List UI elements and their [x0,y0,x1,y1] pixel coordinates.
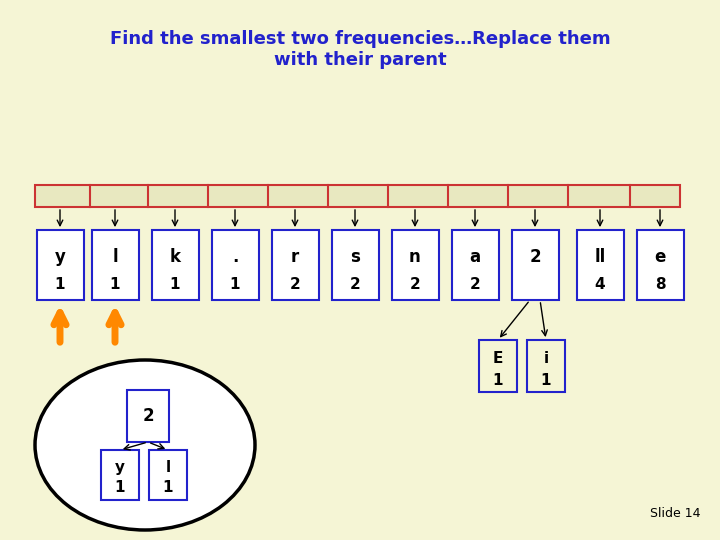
Bar [37,230,84,300]
Text: E: E [492,350,503,366]
Bar [271,230,318,300]
Text: 1: 1 [492,373,503,388]
Bar [527,340,565,392]
Bar [577,230,624,300]
Text: Slide 14: Slide 14 [649,507,700,520]
Text: 2: 2 [529,248,541,266]
Text: 2: 2 [289,277,300,292]
Text: i: i [544,350,549,366]
Text: y: y [115,460,125,475]
Text: 4: 4 [595,277,606,292]
Bar [331,230,379,300]
Bar [151,230,199,300]
Text: e: e [654,248,666,266]
Text: Find the smallest two frequencies…Replace them
with their parent: Find the smallest two frequencies…Replac… [109,30,611,69]
Bar [101,450,139,500]
Text: 1: 1 [541,373,552,388]
Text: n: n [409,248,421,266]
Text: ll: ll [595,248,606,266]
Text: r: r [291,248,299,266]
Text: k: k [169,248,181,266]
Text: y: y [55,248,66,266]
Text: a: a [469,248,480,266]
Bar [392,230,438,300]
Bar [35,185,680,207]
Bar [127,390,169,442]
Bar [212,230,258,300]
Text: s: s [350,248,360,266]
Text: 8: 8 [654,277,665,292]
Text: .: . [232,248,238,266]
Text: 1: 1 [114,480,125,495]
Ellipse shape [35,360,255,530]
Text: 2: 2 [410,277,420,292]
Bar [91,230,138,300]
Text: l: l [112,248,118,266]
Text: 2: 2 [142,407,154,425]
Text: 2: 2 [350,277,361,292]
Text: 1: 1 [163,480,174,495]
Text: 2: 2 [469,277,480,292]
Text: 1: 1 [109,277,120,292]
Bar [479,340,517,392]
Text: 1: 1 [230,277,240,292]
Bar [511,230,559,300]
Bar [149,450,187,500]
Bar [451,230,498,300]
Text: 1: 1 [55,277,66,292]
Text: l: l [166,460,171,475]
Text: 1: 1 [170,277,180,292]
Bar [636,230,683,300]
